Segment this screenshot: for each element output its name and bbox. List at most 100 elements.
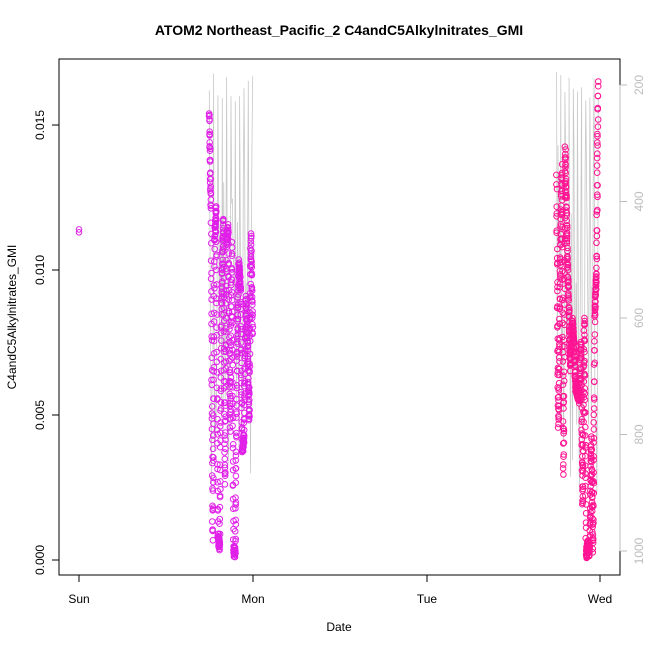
data-point [593, 211, 601, 219]
data-point [231, 553, 239, 561]
data-point [221, 449, 228, 456]
data-point [214, 479, 221, 486]
data-point [554, 384, 562, 391]
data-point [245, 416, 253, 424]
data-point [591, 359, 599, 367]
data-point [562, 146, 569, 153]
y2-tick-label: 600 [632, 308, 646, 328]
data-point [233, 367, 241, 375]
data-point [593, 162, 601, 169]
data-point [227, 369, 234, 376]
data-point [248, 293, 256, 301]
data-point [246, 384, 253, 391]
data-point [243, 304, 250, 311]
data-point [228, 252, 236, 259]
data-point [210, 337, 218, 345]
data-point [210, 318, 218, 325]
data-point [249, 311, 256, 319]
data-point [233, 395, 240, 403]
data-point [234, 340, 241, 348]
data-point [233, 335, 241, 343]
data-point [211, 263, 218, 270]
data-point [556, 343, 563, 350]
data-point [222, 445, 229, 453]
data-point [241, 397, 248, 404]
data-point [209, 526, 216, 533]
data-point [75, 226, 83, 233]
data-point [590, 426, 598, 433]
data-point [228, 238, 236, 246]
data-point [588, 458, 595, 466]
data-point [593, 227, 601, 234]
data-point [570, 331, 577, 338]
data-point [209, 504, 217, 511]
data-point [226, 366, 234, 374]
data-point [565, 290, 572, 297]
data-point [232, 494, 239, 502]
data-point [209, 436, 216, 444]
y-axis-label: C4andC5Alkylnitrates_GMI [5, 245, 19, 390]
data-point [249, 321, 256, 328]
data-point [560, 430, 567, 437]
data-point [247, 247, 255, 254]
data-point [216, 535, 223, 542]
data-point [590, 394, 598, 402]
data-point [240, 416, 248, 423]
y2-tick-label: 1000 [632, 537, 646, 564]
data-point [581, 396, 589, 404]
data-point [247, 234, 255, 242]
data-point [206, 115, 213, 123]
data-point [217, 405, 225, 412]
data-point [565, 308, 573, 316]
data-point [222, 365, 230, 372]
chart-title: ATOM2 Northeast_Pacific_2 C4andC5Alkylni… [155, 22, 523, 38]
data-point [222, 286, 230, 294]
data-point [578, 418, 585, 426]
data-point [590, 453, 598, 460]
data-point [590, 519, 597, 527]
data-point [221, 461, 229, 469]
x-tick-label: Tue [417, 592, 438, 606]
data-point [227, 350, 234, 357]
data-point [221, 455, 229, 463]
data-point [207, 275, 215, 283]
data-point [559, 319, 567, 327]
data-point [211, 232, 219, 239]
data-point [594, 130, 601, 138]
data-point [594, 193, 601, 201]
data-point [222, 383, 230, 390]
data-point [242, 301, 250, 308]
data-point [217, 374, 225, 381]
data-point [593, 154, 601, 162]
data-point [553, 229, 561, 236]
data-point [594, 182, 601, 189]
y2-tick-label: 800 [632, 424, 646, 444]
data-point [209, 403, 216, 410]
data-point [592, 289, 599, 296]
data-point [232, 521, 240, 528]
data-point [581, 432, 589, 439]
data-point [229, 379, 236, 386]
data-point [237, 346, 245, 354]
data-point [591, 331, 599, 338]
x-axis-label: Date [326, 620, 352, 634]
y2-axis: 200 400 600 800 1000 [619, 75, 646, 564]
data-point [247, 250, 255, 257]
data-point [216, 515, 224, 523]
y-axis: 0.000 0.005 0.010 0.015 [33, 110, 60, 575]
data-point [207, 257, 215, 265]
data-point [560, 451, 568, 458]
data-point [558, 171, 566, 179]
data-point [246, 413, 253, 420]
data-point [592, 303, 599, 311]
x-axis: Sun Mon Tue Wed [68, 574, 612, 606]
x-tick-label: Mon [241, 592, 264, 606]
data-point [221, 418, 229, 425]
data-point [591, 347, 598, 354]
data-point [217, 485, 224, 493]
data-point [207, 196, 215, 203]
data-point [238, 359, 245, 367]
data-point [560, 343, 568, 350]
data-point [228, 276, 236, 284]
data-point [216, 520, 223, 528]
